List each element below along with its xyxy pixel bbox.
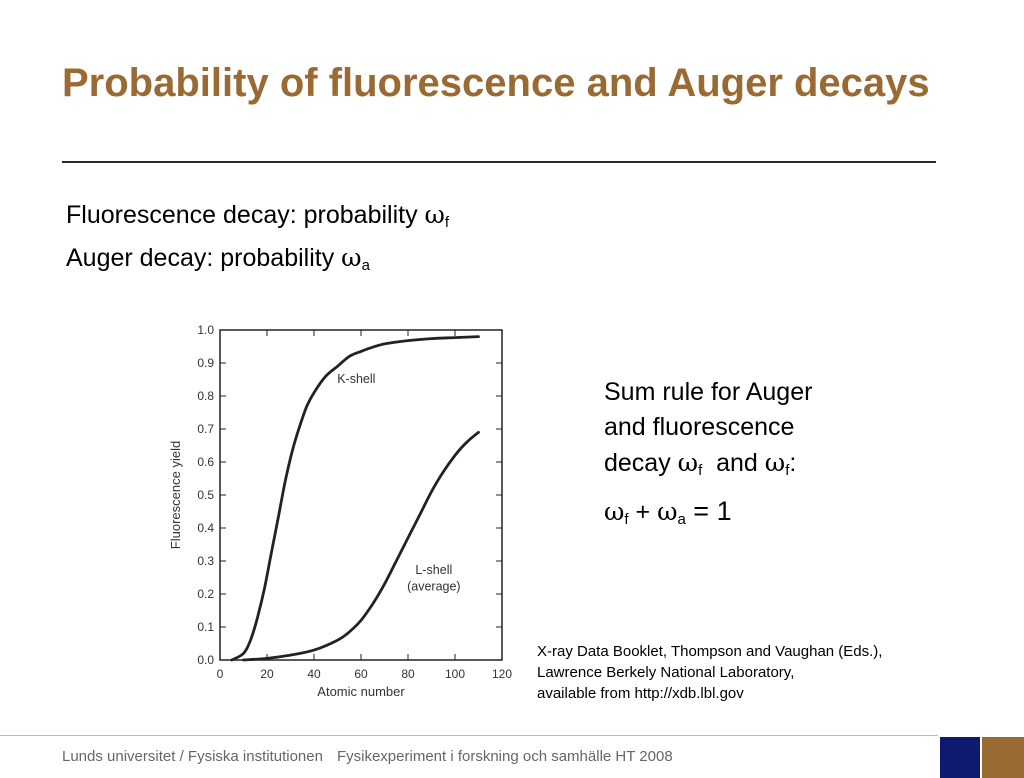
x-tick-label: 80 (401, 667, 415, 681)
curve-annotation: L-shell (415, 563, 452, 577)
y-tick-label: 0.0 (197, 653, 214, 667)
x-tick-label: 120 (492, 667, 512, 681)
citation-line-1: X-ray Data Booklet, Thompson and Vaughan… (537, 643, 883, 660)
title-divider (62, 161, 936, 163)
omega-symbol: ω (677, 448, 699, 477)
equation-rhs: = 1 (685, 496, 732, 526)
subscript-a: a (677, 511, 686, 528)
omega-symbol: ω (604, 497, 625, 526)
y-tick-label: 0.7 (197, 422, 214, 436)
y-tick-label: 0.3 (197, 554, 214, 568)
bullet-fluorescence: Fluorescence decay: probability ωf (66, 200, 449, 238)
footer-blue-square (940, 737, 980, 778)
y-tick-label: 1.0 (197, 323, 214, 337)
y-axis-label: Fluorescence yield (168, 441, 183, 549)
x-tick-label: 60 (354, 667, 368, 681)
bullet-fluorescence-text: Fluorescence decay: probability (66, 201, 425, 229)
y-tick-label: 0.8 (197, 389, 214, 403)
subscript-f: f (444, 214, 450, 231)
x-tick-label: 20 (260, 667, 274, 681)
curve-annotation: K-shell (337, 372, 375, 386)
y-tick-label: 0.2 (197, 587, 214, 601)
footer-brown-square (982, 737, 1024, 778)
bullet-auger: Auger decay: probability ωa (66, 243, 370, 281)
y-tick-label: 0.6 (197, 455, 214, 469)
y-tick-label: 0.5 (197, 488, 214, 502)
sum-rule-decay-word: decay (604, 449, 678, 477)
sum-rule-equation: ωf + ωa = 1 (604, 494, 732, 537)
subscript-f: f (698, 462, 703, 479)
sum-rule-line-3: decay ωf and ωf: (604, 445, 894, 488)
y-tick-label: 0.9 (197, 356, 214, 370)
l-shell-curve (242, 430, 480, 662)
sum-rule-line-2: and fluorescence (604, 413, 795, 441)
subscript-a: a (361, 257, 370, 274)
k-shell-curve (230, 335, 480, 662)
bullet-auger-text: Auger decay: probability (66, 244, 342, 272)
slide-title: Probability of fluorescence and Auger de… (62, 61, 930, 105)
omega-symbol: ω (341, 243, 362, 272)
citation-line-2: Lawrence Berkely National Laboratory, (537, 664, 795, 681)
fluorescence-yield-chart: 0.0 0.1 0.2 0.3 0.4 0.5 0.6 0.7 0.8 0.9 1.0 0 20 40 6… (168, 323, 512, 699)
citation: X-ray Data Booklet, Thompson and Vaughan… (537, 641, 957, 704)
x-tick-label: 0 (217, 667, 224, 681)
x-tick-label: 100 (445, 667, 465, 681)
omega-symbol-2: ω (657, 497, 678, 526)
footer-institution: Lunds universitet / Fysiska institutione… (62, 748, 323, 765)
plus-sign: + (628, 498, 658, 526)
y-tick-label: 0.1 (197, 620, 214, 634)
curve-annotation: (average) (407, 580, 461, 594)
footer-course: Fysikexperiment i forskning och samhälle… (336, 748, 673, 765)
footer: Lunds universitet / Fysiska institutione… (62, 748, 673, 765)
footer-divider (0, 735, 938, 736)
sum-rule-text: Sum rule for Auger and fluorescence deca… (604, 375, 894, 488)
x-tick-label: 40 (307, 667, 321, 681)
subscript-f: f (624, 511, 629, 528)
y-tick-label: 0.4 (197, 521, 214, 535)
omega-symbol: ω (424, 200, 445, 229)
sum-rule-colon: : (789, 449, 797, 477)
omega-symbol-2: ω (764, 448, 786, 477)
citation-line-3: available from http://xdb.lbl.gov (537, 685, 744, 702)
x-axis-label: Atomic number (317, 684, 405, 699)
subscript-f-2: f (785, 462, 790, 479)
sum-rule-and-word: and (702, 449, 765, 477)
sum-rule-line-1: Sum rule for Auger (604, 378, 813, 406)
